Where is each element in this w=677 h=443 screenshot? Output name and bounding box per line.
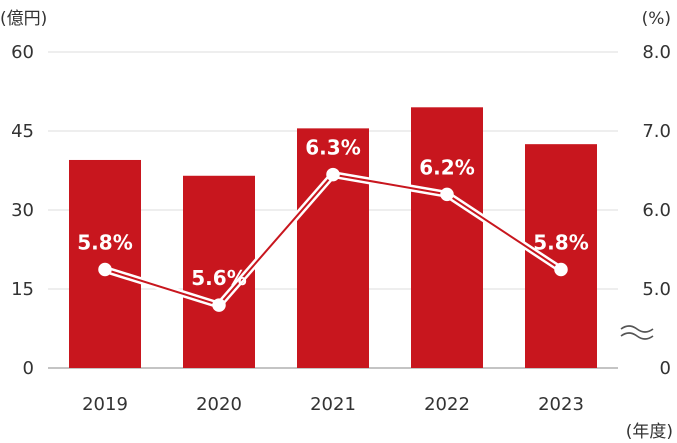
right-tick-label: 8.0 bbox=[642, 42, 671, 63]
line-point bbox=[212, 298, 226, 312]
left-tick-label: 15 bbox=[11, 279, 34, 300]
right-tick-label: 7.0 bbox=[642, 121, 671, 142]
bar bbox=[297, 128, 369, 368]
left-tick-label: 30 bbox=[11, 200, 34, 221]
data-label: 6.3% bbox=[305, 136, 360, 160]
right-tick-label: 5.0 bbox=[642, 279, 671, 300]
left-tick-label: 60 bbox=[11, 42, 34, 63]
left-tick-label: 45 bbox=[11, 121, 34, 142]
data-label: 5.8% bbox=[533, 230, 588, 254]
bar bbox=[411, 107, 483, 369]
line-point bbox=[326, 167, 340, 182]
data-label: 5.6% bbox=[191, 266, 246, 290]
line-point bbox=[98, 262, 112, 277]
data-label: 5.8% bbox=[77, 230, 132, 254]
line-point bbox=[554, 262, 568, 277]
right-tick-label: 6.0 bbox=[642, 200, 671, 221]
bar bbox=[183, 175, 255, 368]
x-tick-label: 2021 bbox=[310, 394, 356, 415]
x-tick-label: 2023 bbox=[538, 394, 584, 415]
x-axis-unit: (年度) bbox=[626, 422, 673, 442]
data-label: 6.2% bbox=[419, 155, 474, 179]
x-tick-label: 2020 bbox=[196, 394, 242, 415]
axis-break-mark bbox=[620, 325, 654, 340]
line-point bbox=[440, 187, 454, 202]
left-axis-unit: (億円) bbox=[0, 9, 47, 29]
left-tick-label: 0 bbox=[23, 358, 34, 379]
right-axis-unit: (%) bbox=[642, 9, 671, 29]
x-tick-label: 2019 bbox=[82, 394, 128, 415]
x-tick-label: 2022 bbox=[424, 394, 470, 415]
right-tick-label: 0 bbox=[660, 358, 671, 379]
